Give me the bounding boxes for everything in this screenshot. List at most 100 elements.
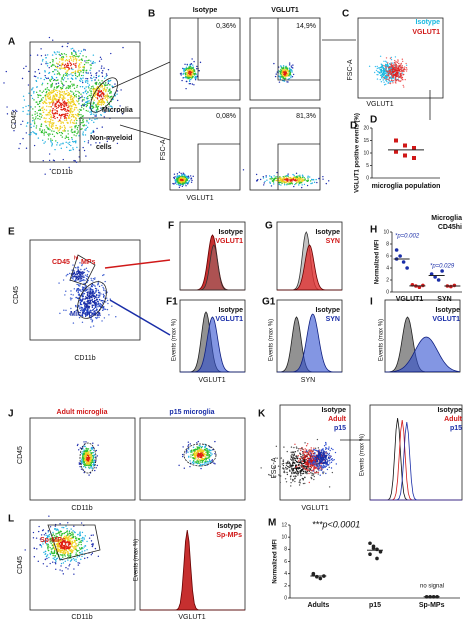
event-dot xyxy=(276,171,278,174)
event-dot xyxy=(48,153,51,155)
event-dot xyxy=(60,143,62,145)
event-dot xyxy=(62,142,64,145)
event-dot xyxy=(71,108,73,110)
event-dot xyxy=(289,466,292,468)
event-dot xyxy=(184,176,186,178)
event-dot xyxy=(63,74,65,76)
event-dot xyxy=(286,67,289,69)
event-dot xyxy=(101,80,103,82)
event-dot xyxy=(90,289,93,291)
event-dot xyxy=(67,116,70,118)
event-dot xyxy=(40,63,43,65)
event-dot xyxy=(78,73,81,76)
event-dot xyxy=(106,93,108,95)
event-dot xyxy=(200,456,202,459)
event-dot xyxy=(51,84,53,86)
event-dot xyxy=(37,137,40,139)
event-dot xyxy=(313,478,315,481)
event-dot xyxy=(327,454,330,456)
event-dot xyxy=(50,122,52,124)
event-dot xyxy=(300,178,302,180)
event-dot xyxy=(65,54,67,56)
event-dot xyxy=(40,77,42,80)
event-dot xyxy=(89,299,91,301)
event-dot xyxy=(187,445,189,447)
event-dot xyxy=(206,454,208,456)
event-dot xyxy=(394,56,397,58)
event-dot xyxy=(401,70,404,72)
event-dot xyxy=(303,183,306,186)
event-dot xyxy=(46,113,49,116)
event-dot xyxy=(86,452,88,454)
event-dot xyxy=(299,458,302,460)
event-dot xyxy=(328,452,331,455)
event-dot xyxy=(68,272,71,275)
event-dot xyxy=(51,142,53,144)
event-dot xyxy=(51,111,53,113)
event-dot xyxy=(387,65,390,67)
event-dot xyxy=(87,102,89,105)
event-dot xyxy=(192,462,195,465)
event-dot xyxy=(196,68,198,70)
event-dot xyxy=(175,181,178,183)
event-dot xyxy=(58,131,61,134)
event-dot xyxy=(84,308,87,310)
event-dot xyxy=(399,74,401,76)
event-dot xyxy=(82,276,85,278)
event-dot xyxy=(190,456,192,458)
event-dot xyxy=(102,306,105,308)
event-dot xyxy=(92,451,95,454)
event-dot xyxy=(321,465,323,467)
event-dot xyxy=(182,446,184,448)
event-dot xyxy=(328,446,330,448)
event-dot xyxy=(400,63,402,65)
event-dot xyxy=(309,180,312,182)
event-dot xyxy=(274,75,277,78)
event-dot xyxy=(21,77,24,80)
event-dot xyxy=(56,144,58,146)
event-dot xyxy=(92,107,94,109)
event-dot xyxy=(279,177,281,179)
event-dot xyxy=(102,88,104,90)
event-dot xyxy=(40,125,43,127)
event-dot xyxy=(306,443,309,445)
event-dot xyxy=(290,481,292,484)
event-dot xyxy=(101,65,103,67)
event-dot xyxy=(94,118,96,121)
event-dot xyxy=(388,66,390,68)
event-dot xyxy=(308,457,310,460)
event-dot xyxy=(99,295,101,297)
histogram xyxy=(180,244,245,291)
event-dot xyxy=(300,180,302,183)
event-dot xyxy=(192,446,195,448)
event-dot xyxy=(86,121,88,123)
event-dot xyxy=(298,461,300,464)
event-dot xyxy=(312,465,314,467)
event-dot xyxy=(69,85,72,87)
event-dot xyxy=(63,84,65,87)
event-dot xyxy=(93,301,96,304)
event-dot xyxy=(58,61,61,63)
event-dot xyxy=(90,113,93,115)
event-dot xyxy=(315,460,318,463)
event-dot xyxy=(23,99,26,101)
event-dot xyxy=(310,469,313,472)
event-dot xyxy=(36,86,38,88)
event-dot xyxy=(33,92,35,94)
event-dot xyxy=(308,176,311,178)
event-dot xyxy=(45,61,47,63)
event-dot xyxy=(106,74,108,77)
event-dot xyxy=(65,110,67,113)
event-dot xyxy=(30,94,33,97)
event-dot xyxy=(182,182,184,184)
event-dot xyxy=(309,449,311,451)
event-dot xyxy=(47,62,49,65)
event-dot xyxy=(28,133,30,136)
event-dot xyxy=(65,309,67,312)
event-dot xyxy=(52,79,55,82)
event-dot xyxy=(191,66,193,69)
event-dot xyxy=(14,123,16,125)
event-dot xyxy=(43,129,46,131)
event-dot xyxy=(88,464,91,467)
event-dot xyxy=(289,71,292,74)
